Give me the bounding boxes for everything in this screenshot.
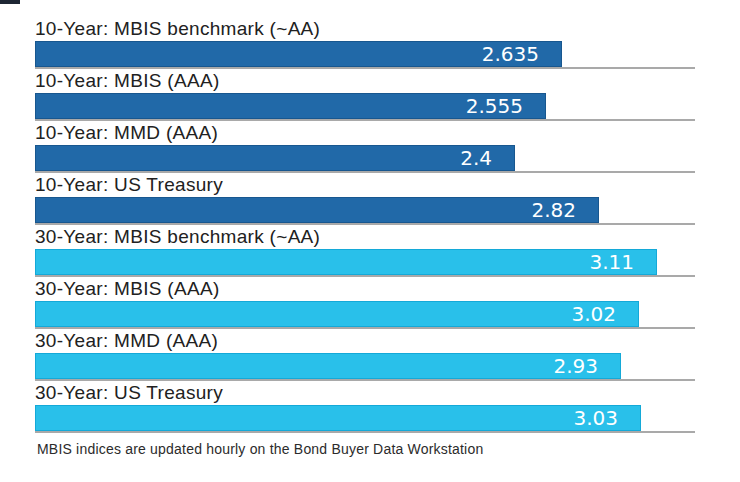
bar: 2.93 — [35, 353, 621, 379]
value-label: 2.82 — [531, 197, 598, 223]
chart-canvas: 10-Year: MBIS benchmark (~AA) 2.635 10-Y… — [0, 0, 740, 482]
bar-track: 2.4 — [35, 145, 695, 173]
category-label: 10-Year: MMD (AAA) — [35, 121, 740, 145]
chart-row: 10-Year: MBIS (AAA) 2.555 — [0, 69, 740, 121]
bar-chart: 10-Year: MBIS benchmark (~AA) 2.635 10-Y… — [0, 17, 740, 433]
category-label: 30-Year: US Treasury — [35, 381, 740, 405]
category-label: 30-Year: MBIS (AAA) — [35, 277, 740, 301]
chart-row: 30-Year: MBIS benchmark (~AA) 3.11 — [0, 225, 740, 277]
chart-row: 30-Year: MMD (AAA) 2.93 — [0, 329, 740, 381]
bar: 3.11 — [35, 249, 657, 275]
category-label: 10-Year: MBIS (AAA) — [35, 69, 740, 93]
bar: 2.4 — [35, 145, 515, 171]
corner-artifact-mark — [0, 0, 20, 4]
bar-track: 2.635 — [35, 41, 695, 69]
category-label: 10-Year: US Treasury — [35, 173, 740, 197]
category-label: 10-Year: MBIS benchmark (~AA) — [35, 17, 740, 41]
value-label: 2.93 — [553, 353, 620, 379]
category-label: 30-Year: MBIS benchmark (~AA) — [35, 225, 740, 249]
bar-track: 2.93 — [35, 353, 695, 381]
category-label: 30-Year: MMD (AAA) — [35, 329, 740, 353]
bar-track: 2.555 — [35, 93, 695, 121]
bar: 3.02 — [35, 301, 639, 327]
value-label: 3.03 — [573, 405, 640, 431]
bar: 2.82 — [35, 197, 599, 223]
bar: 3.03 — [35, 405, 641, 431]
chart-row: 30-Year: MBIS (AAA) 3.02 — [0, 277, 740, 329]
chart-row: 30-Year: US Treasury 3.03 — [0, 381, 740, 433]
bar-track: 3.02 — [35, 301, 695, 329]
value-label: 2.555 — [466, 93, 545, 119]
bar: 2.555 — [35, 93, 546, 119]
bar-track: 3.03 — [35, 405, 695, 433]
chart-row: 10-Year: MBIS benchmark (~AA) 2.635 — [0, 17, 740, 69]
chart-rows: 10-Year: MBIS benchmark (~AA) 2.635 10-Y… — [0, 17, 740, 433]
chart-footnote: MBIS indices are updated hourly on the B… — [37, 441, 483, 457]
chart-row: 10-Year: US Treasury 2.82 — [0, 173, 740, 225]
chart-row: 10-Year: MMD (AAA) 2.4 — [0, 121, 740, 173]
value-label: 2.4 — [460, 145, 514, 171]
bar-track: 3.11 — [35, 249, 695, 277]
bar: 2.635 — [35, 41, 562, 67]
value-label: 3.11 — [589, 249, 656, 275]
value-label: 3.02 — [571, 301, 638, 327]
value-label: 2.635 — [482, 41, 561, 67]
bar-track: 2.82 — [35, 197, 695, 225]
